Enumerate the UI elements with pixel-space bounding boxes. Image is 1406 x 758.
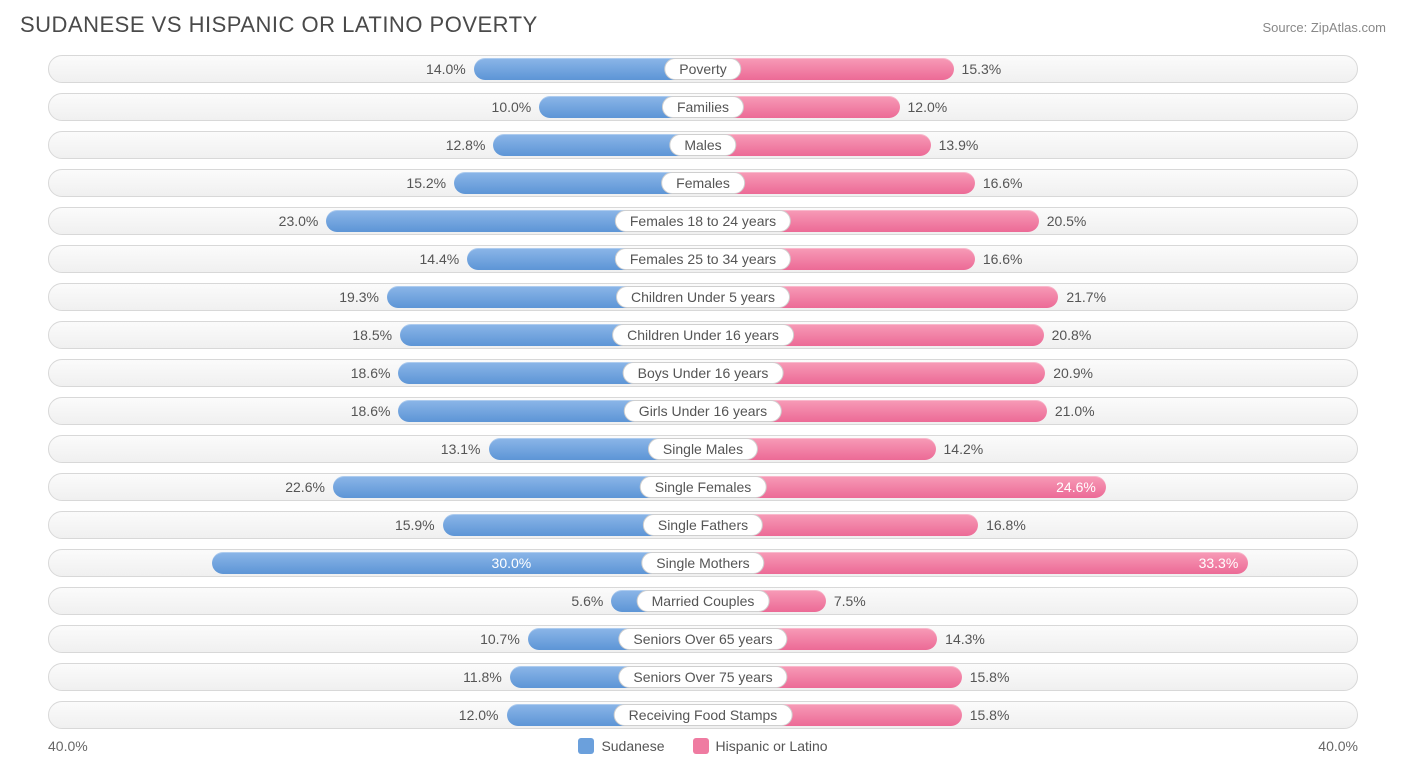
category-label: Single Females: [640, 476, 767, 498]
value-label-left: 11.8%: [463, 669, 502, 685]
value-label-left: 14.4%: [420, 251, 460, 267]
bar-right: [703, 552, 1248, 574]
legend-item-left: Sudanese: [578, 738, 664, 754]
category-label: Females: [661, 172, 745, 194]
legend-label-right: Hispanic or Latino: [716, 738, 828, 754]
value-label-left: 18.6%: [351, 365, 391, 381]
category-label: Girls Under 16 years: [624, 400, 782, 422]
value-label-left: 10.0%: [492, 99, 532, 115]
chart-row: 5.6% 7.5% Married Couples: [48, 584, 1358, 618]
value-label-left: 22.6%: [285, 479, 325, 495]
chart-row: 12.0% 15.8% Receiving Food Stamps: [48, 698, 1358, 732]
chart-row: 18.6% 21.0% Girls Under 16 years: [48, 394, 1358, 428]
chart-row: 18.6% 20.9% Boys Under 16 years: [48, 356, 1358, 390]
category-label: Married Couples: [637, 590, 770, 612]
category-label: Females 18 to 24 years: [615, 210, 791, 232]
value-label-right: 16.8%: [986, 517, 1026, 533]
bar-left: [212, 552, 703, 574]
axis-max-left: 40.0%: [48, 738, 88, 754]
chart-area: 14.0% 15.3% Poverty 10.0% 12.0% Families 12.8%…: [48, 52, 1358, 732]
chart-row: 22.6% 24.6% Single Females: [48, 470, 1358, 504]
chart-footer: 40.0% Sudanese Hispanic or Latino 40.0%: [48, 738, 1358, 754]
chart-row: 10.0% 12.0% Families: [48, 90, 1358, 124]
category-label: Families: [662, 96, 744, 118]
chart-row: 19.3% 21.7% Children Under 5 years: [48, 280, 1358, 314]
value-label-right: 21.0%: [1055, 403, 1095, 419]
category-label: Males: [669, 134, 736, 156]
chart-row: 11.8% 15.8% Seniors Over 75 years: [48, 660, 1358, 694]
chart-row: 13.1% 14.2% Single Males: [48, 432, 1358, 466]
category-label: Seniors Over 65 years: [618, 628, 787, 650]
value-label-right: 15.3%: [962, 61, 1002, 77]
value-label-right: 20.9%: [1053, 365, 1093, 381]
chart-title: SUDANESE VS HISPANIC OR LATINO POVERTY: [20, 12, 538, 38]
value-label-right: 7.5%: [834, 593, 866, 609]
value-label-right: 14.3%: [945, 631, 985, 647]
chart-row: 14.4% 16.6% Females 25 to 34 years: [48, 242, 1358, 276]
value-label-left: 18.5%: [352, 327, 392, 343]
value-label-left: 23.0%: [279, 213, 319, 229]
category-label: Children Under 16 years: [612, 324, 794, 346]
value-label-right: 15.8%: [970, 707, 1010, 723]
chart-row: 12.8% 13.9% Males: [48, 128, 1358, 162]
value-label-left: 12.0%: [459, 707, 499, 723]
bar-right: [703, 134, 931, 156]
category-label: Children Under 5 years: [616, 286, 790, 308]
value-label-right: 21.7%: [1066, 289, 1106, 305]
value-label-right: 20.5%: [1047, 213, 1087, 229]
value-label-left: 13.1%: [441, 441, 481, 457]
value-label-right: 13.9%: [939, 137, 979, 153]
value-label-right: 24.6%: [1056, 479, 1106, 495]
value-label-left: 12.8%: [446, 137, 486, 153]
chart-row: 14.0% 15.3% Poverty: [48, 52, 1358, 86]
value-label-right: 33.3%: [1199, 555, 1249, 571]
chart-row: 15.2% 16.6% Females: [48, 166, 1358, 200]
chart-row: 23.0% 20.5% Females 18 to 24 years: [48, 204, 1358, 238]
value-label-right: 15.8%: [970, 669, 1010, 685]
category-label: Poverty: [664, 58, 741, 80]
category-label: Single Males: [648, 438, 758, 460]
chart-header: SUDANESE VS HISPANIC OR LATINO POVERTY S…: [20, 12, 1386, 38]
value-label-left: 15.2%: [406, 175, 446, 191]
value-label-right: 16.6%: [983, 175, 1023, 191]
legend: Sudanese Hispanic or Latino: [578, 738, 827, 754]
value-label-right: 12.0%: [908, 99, 948, 115]
value-label-left: 10.7%: [480, 631, 520, 647]
chart-row: 18.5% 20.8% Children Under 16 years: [48, 318, 1358, 352]
chart-row: 10.7% 14.3% Seniors Over 65 years: [48, 622, 1358, 656]
chart-row: 30.0% 33.3% Single Mothers: [48, 546, 1358, 580]
value-label-left: 5.6%: [571, 593, 603, 609]
category-label: Single Fathers: [643, 514, 763, 536]
value-label-right: 16.6%: [983, 251, 1023, 267]
value-label-left: 14.0%: [426, 61, 466, 77]
legend-item-right: Hispanic or Latino: [693, 738, 828, 754]
value-label-left: 30.0%: [492, 555, 532, 571]
category-label: Seniors Over 75 years: [618, 666, 787, 688]
chart-row: 15.9% 16.8% Single Fathers: [48, 508, 1358, 542]
legend-label-left: Sudanese: [601, 738, 664, 754]
category-label: Boys Under 16 years: [623, 362, 784, 384]
category-label: Receiving Food Stamps: [614, 704, 793, 726]
category-label: Single Mothers: [641, 552, 764, 574]
value-label-right: 14.2%: [944, 441, 984, 457]
axis-max-right: 40.0%: [1318, 738, 1358, 754]
value-label-left: 15.9%: [395, 517, 435, 533]
category-label: Females 25 to 34 years: [615, 248, 791, 270]
legend-swatch-right: [693, 738, 709, 754]
value-label-left: 18.6%: [351, 403, 391, 419]
legend-swatch-left: [578, 738, 594, 754]
value-label-left: 19.3%: [339, 289, 379, 305]
source-attribution: Source: ZipAtlas.com: [1262, 20, 1386, 35]
value-label-right: 20.8%: [1052, 327, 1092, 343]
